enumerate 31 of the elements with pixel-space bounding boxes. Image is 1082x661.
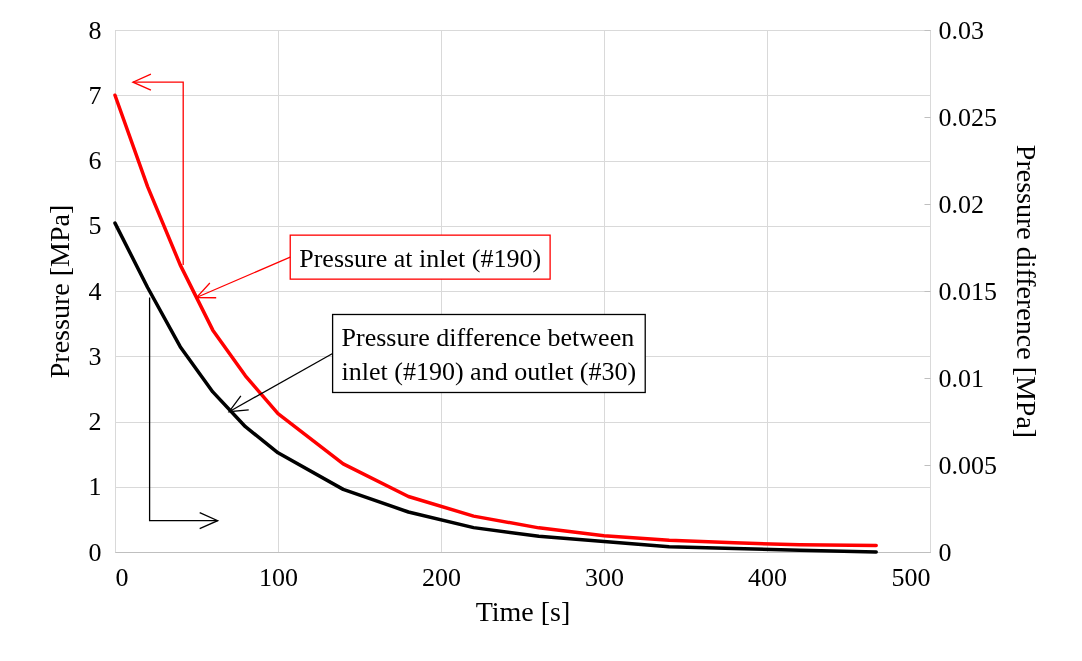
x-tick-label: 500	[891, 562, 931, 592]
line-series	[113, 221, 878, 554]
y-tick-label: 5	[88, 211, 102, 241]
y2-tick-label: 0.02	[938, 189, 984, 219]
y-tick-label: 6	[88, 146, 102, 175]
x-tick-label: 0	[115, 562, 129, 592]
y2-tick-label: 0.015	[938, 276, 997, 306]
y-tick-label: 1	[88, 472, 102, 502]
annotation: Pressure at inlet (#190)	[299, 244, 542, 274]
y2-tick-label: 0.005	[938, 450, 997, 480]
y2-tick-label: 0.025	[938, 102, 997, 132]
x-tick-label: 300	[585, 562, 624, 592]
x-tick-label: 200	[422, 562, 461, 592]
y2-axis-title: Pressure difference [MPa]	[1011, 144, 1042, 439]
line-series	[113, 93, 878, 548]
y-tick-label: 2	[88, 407, 102, 436]
y-tick-label: 8	[88, 15, 102, 45]
y-tick-label: 0	[88, 537, 102, 567]
y-tick-label: 4	[88, 276, 102, 306]
x-tick-label: 100	[259, 562, 298, 592]
y2-tick-label: 0	[938, 537, 952, 567]
callout-box: Pressure at inlet (#190)	[289, 234, 551, 280]
x-axis-title: Time [s]	[475, 595, 571, 627]
x-tick-label: 400	[748, 562, 787, 592]
y2-tick-label: 0.03	[938, 15, 984, 45]
y-axis-title: Pressure [MPa]	[43, 204, 75, 379]
callout-box: Pressure difference between inlet (#190) and outlet (#30)	[331, 313, 646, 394]
y2-tick-label: 0.01	[938, 363, 984, 393]
annotation: Pressure difference between inlet (#190) and outlet (#30)	[341, 323, 637, 387]
y-tick-label: 3	[88, 341, 102, 371]
y-tick-label: 7	[88, 80, 102, 110]
